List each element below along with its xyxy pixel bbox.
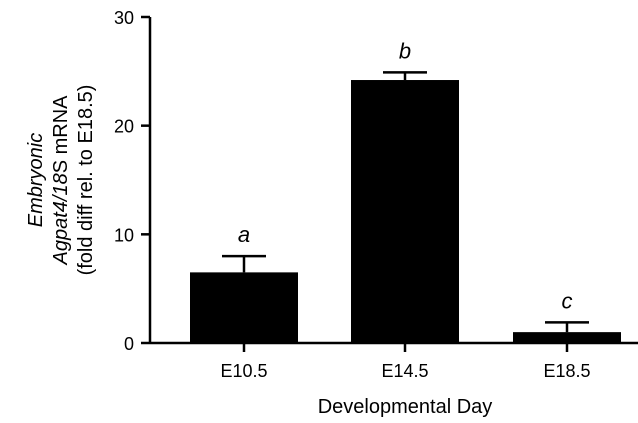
bars: a b c: [190, 38, 621, 343]
y-axis-label-line3: (fold diff rel. to E18.5): [75, 85, 97, 276]
significance-letter: a: [238, 222, 250, 247]
x-axis-label: Developmental Day: [318, 396, 493, 418]
x-tick-labels: E10.5 E14.5 E18.5: [220, 343, 591, 381]
bar: [351, 80, 459, 343]
y-axis-label-line1: Embryonic: [25, 133, 47, 227]
y-axis-label-line2: Agpat4/18S mRNA: [50, 95, 72, 266]
bar: [513, 332, 621, 343]
y-axis-label: Embryonic Agpat4/18S mRNA (fold diff rel…: [25, 85, 97, 276]
y-axis-label-line2-rest: S mRNA: [50, 95, 72, 173]
significance-letter: c: [562, 288, 573, 313]
y-tick-label: 30: [114, 8, 134, 28]
y-tick-label: 10: [114, 225, 134, 245]
y-axis-label-line2-italic: Agpat4/18: [50, 173, 72, 265]
y-tick-label: 20: [114, 117, 134, 137]
x-tick-label: E18.5: [543, 361, 590, 381]
bar: [190, 272, 298, 343]
x-tick-label: E14.5: [381, 361, 428, 381]
y-tick-label: 0: [124, 334, 134, 354]
x-tick-label: E10.5: [220, 361, 267, 381]
significance-letter: b: [399, 38, 411, 63]
